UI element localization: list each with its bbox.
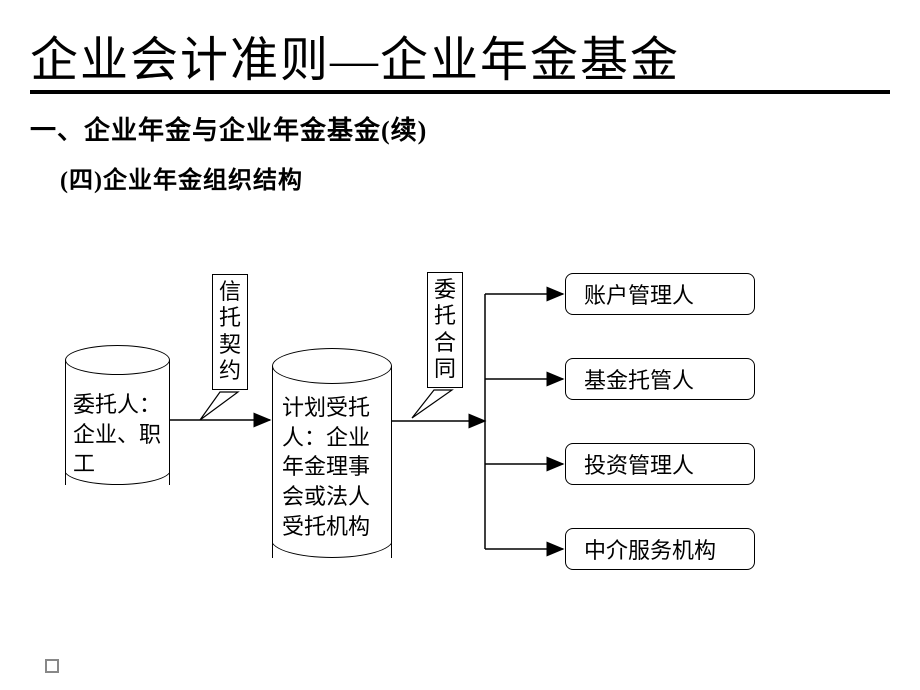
node-account-manager-label: 账户管理人	[584, 278, 694, 310]
node-custodian-label: 基金托管人	[584, 363, 694, 395]
org-structure-diagram: 委托人：企业、职工 计划受托人：企业年金理事会或法人受托机构 信托契约 委托合同…	[0, 0, 920, 690]
node-trustee-label: 计划受托人：企业年金理事会或法人受托机构	[282, 393, 387, 541]
tag-trust-deed-label: 信托契约	[219, 279, 241, 383]
node-account-manager: 账户管理人	[565, 273, 755, 315]
node-intermediary: 中介服务机构	[565, 528, 755, 570]
tag-contract-label: 委托合同	[434, 277, 456, 381]
node-principal-label: 委托人：企业、职工	[73, 390, 168, 479]
tag-trust-deed: 信托契约	[212, 274, 248, 390]
tag-contract: 委托合同	[427, 272, 463, 388]
slide-root: 企业会计准则—企业年金基金 一、企业年金与企业年金基金(续) (四)企业年金组织…	[0, 0, 920, 690]
footer-bullet-icon	[45, 659, 59, 673]
node-investment-manager: 投资管理人	[565, 443, 755, 485]
node-investment-manager-label: 投资管理人	[584, 448, 694, 480]
node-intermediary-label: 中介服务机构	[584, 533, 716, 565]
node-custodian: 基金托管人	[565, 358, 755, 400]
